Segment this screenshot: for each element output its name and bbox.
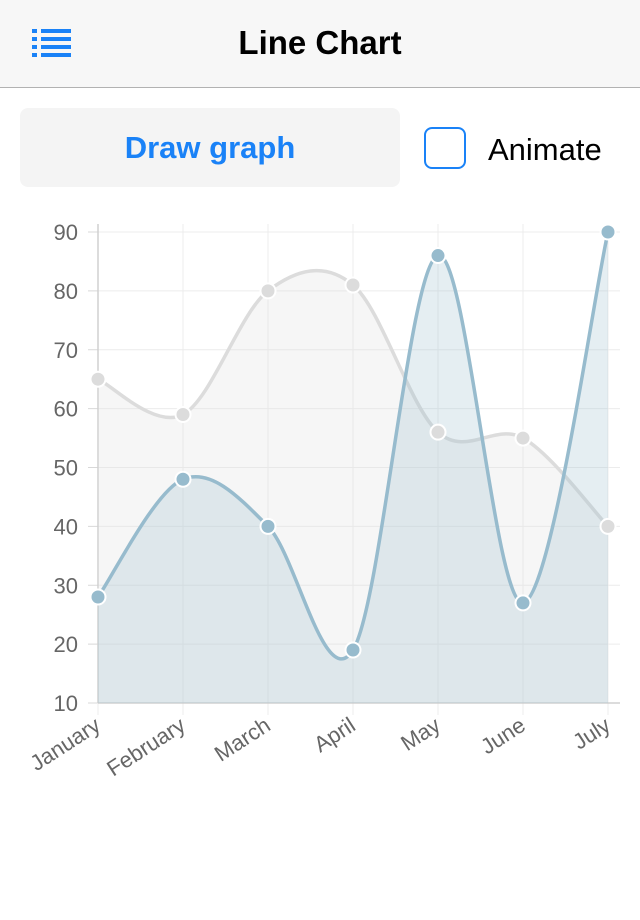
series-2-point — [174, 470, 192, 488]
series-2-line — [96, 231, 610, 661]
line-chart: 10 20 30 40 50 60 70 80 90 January February March Ap… — [0, 200, 640, 820]
y-tick-label: 10 — [54, 691, 78, 716]
x-tick-label: January — [25, 712, 104, 776]
series-1-point — [429, 423, 447, 441]
x-tick-label: July — [568, 712, 614, 754]
x-tick-label: May — [396, 712, 444, 756]
y-tick-label: 30 — [54, 573, 78, 598]
y-tick-label: 40 — [54, 514, 78, 539]
series-2-point — [429, 247, 447, 265]
series-2-point — [599, 223, 617, 241]
draw-graph-button[interactable]: Draw graph — [20, 108, 400, 187]
series-2-area — [98, 232, 608, 703]
series-1-point — [89, 370, 107, 388]
y-tick-label: 90 — [54, 220, 78, 245]
series-1-point — [514, 429, 532, 447]
x-tick-label: April — [309, 712, 360, 757]
animate-label: Animate — [488, 132, 602, 167]
series-1-area — [98, 270, 608, 703]
navigation-bar: Line Chart — [0, 0, 640, 88]
x-tick-label: March — [210, 712, 275, 766]
y-tick-label: 60 — [54, 397, 78, 422]
series-2-point — [259, 517, 277, 535]
series-1-point — [344, 276, 362, 294]
x-tick-label: June — [476, 712, 530, 759]
series-1-point — [174, 406, 192, 424]
y-tick-label: 80 — [54, 279, 78, 304]
series-2-point — [344, 641, 362, 659]
x-tick-label: February — [102, 712, 189, 781]
series-2-point — [514, 594, 532, 612]
series-2-point — [89, 588, 107, 606]
y-tick-label: 50 — [54, 456, 78, 481]
y-tick-label: 70 — [54, 338, 78, 363]
series-1-point — [259, 282, 277, 300]
series-1-point — [599, 517, 617, 535]
list-icon[interactable] — [32, 27, 72, 59]
y-tick-label: 20 — [54, 632, 78, 657]
animate-checkbox[interactable] — [424, 127, 466, 169]
page-title: Line Chart — [238, 24, 402, 61]
